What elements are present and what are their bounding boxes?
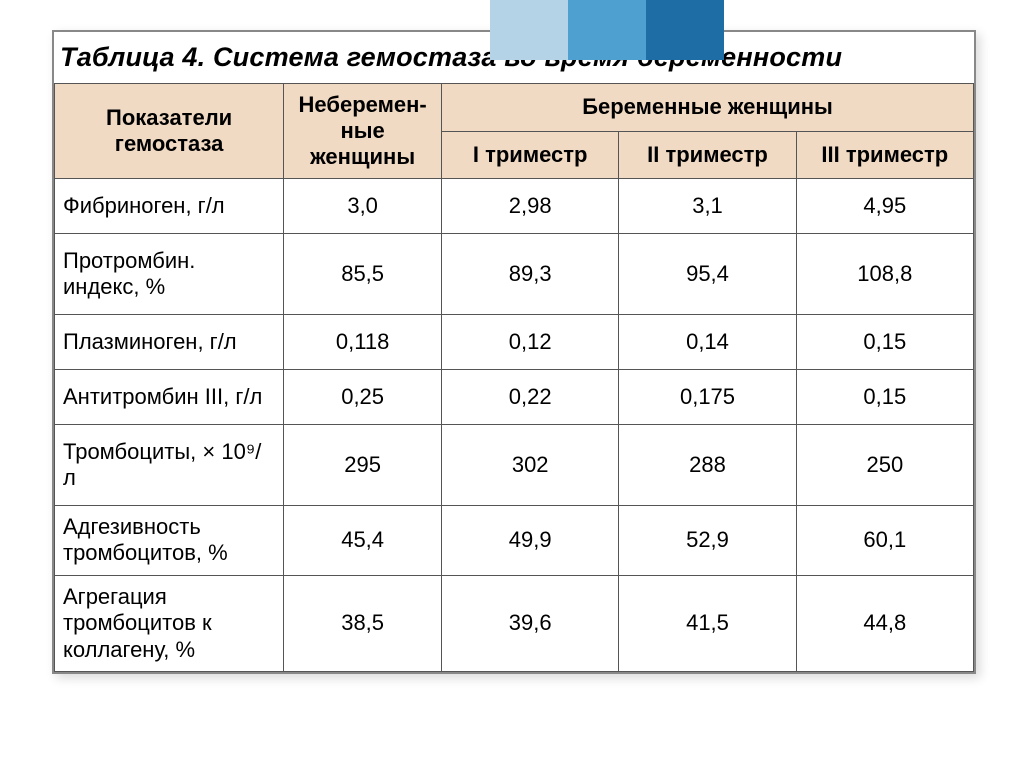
- row-value: 4,95: [796, 179, 973, 234]
- th-nonpregnant: Неберемен-ные женщины: [284, 84, 442, 179]
- row-value: 2,98: [442, 179, 619, 234]
- table-row: Антитромбин III, г/л0,250,220,1750,15: [55, 370, 974, 425]
- table-header: Показатели гемостаза Неберемен-ные женщи…: [55, 84, 974, 179]
- row-value: 250: [796, 425, 973, 506]
- row-value: 41,5: [619, 575, 796, 671]
- table-row: Агрегация тромбоцитов к коллагену, %38,5…: [55, 575, 974, 671]
- row-label: Плазминоген, г/л: [55, 315, 284, 370]
- row-label: Агрегация тромбоцитов к коллагену, %: [55, 575, 284, 671]
- table-container: Таблица 4. Система гемостаза во время бе…: [52, 30, 976, 674]
- row-value: 52,9: [619, 506, 796, 576]
- row-value: 295: [284, 425, 442, 506]
- row-value: 39,6: [442, 575, 619, 671]
- row-value: 0,12: [442, 315, 619, 370]
- row-value: 0,15: [796, 370, 973, 425]
- header-decoration: [490, 0, 724, 60]
- row-value: 0,15: [796, 315, 973, 370]
- hemostasis-table: Показатели гемостаза Неберемен-ные женщи…: [54, 83, 974, 672]
- row-value: 0,175: [619, 370, 796, 425]
- row-label: Тромбоциты, × 10⁹/л: [55, 425, 284, 506]
- table-row: Фибриноген, г/л3,02,983,14,95: [55, 179, 974, 234]
- row-value: 49,9: [442, 506, 619, 576]
- row-value: 0,22: [442, 370, 619, 425]
- deco-block-3: [646, 0, 724, 60]
- row-value: 3,0: [284, 179, 442, 234]
- row-label: Адгезивность тромбоцитов, %: [55, 506, 284, 576]
- row-label: Протромбин. индекс, %: [55, 234, 284, 315]
- row-label: Антитромбин III, г/л: [55, 370, 284, 425]
- table-body: Фибриноген, г/л3,02,983,14,95Протромбин.…: [55, 179, 974, 672]
- row-value: 60,1: [796, 506, 973, 576]
- table-row: Тромбоциты, × 10⁹/л295302288250: [55, 425, 974, 506]
- th-indicator: Показатели гемостаза: [55, 84, 284, 179]
- row-value: 44,8: [796, 575, 973, 671]
- row-value: 0,118: [284, 315, 442, 370]
- table-row: Протромбин. индекс, %85,589,395,4108,8: [55, 234, 974, 315]
- row-value: 302: [442, 425, 619, 506]
- row-value: 38,5: [284, 575, 442, 671]
- table-row: Плазминоген, г/л0,1180,120,140,15: [55, 315, 974, 370]
- row-value: 108,8: [796, 234, 973, 315]
- deco-block-1: [490, 0, 568, 60]
- th-trimester-2: II триместр: [619, 131, 796, 179]
- th-pregnant-group: Беременные женщины: [442, 84, 974, 132]
- table-row: Адгезивность тромбоцитов, %45,449,952,96…: [55, 506, 974, 576]
- row-label: Фибриноген, г/л: [55, 179, 284, 234]
- row-value: 89,3: [442, 234, 619, 315]
- row-value: 0,25: [284, 370, 442, 425]
- row-value: 45,4: [284, 506, 442, 576]
- row-value: 85,5: [284, 234, 442, 315]
- row-value: 3,1: [619, 179, 796, 234]
- deco-block-2: [568, 0, 646, 60]
- row-value: 0,14: [619, 315, 796, 370]
- th-trimester-3: III триместр: [796, 131, 973, 179]
- row-value: 288: [619, 425, 796, 506]
- th-trimester-1: I триместр: [442, 131, 619, 179]
- row-value: 95,4: [619, 234, 796, 315]
